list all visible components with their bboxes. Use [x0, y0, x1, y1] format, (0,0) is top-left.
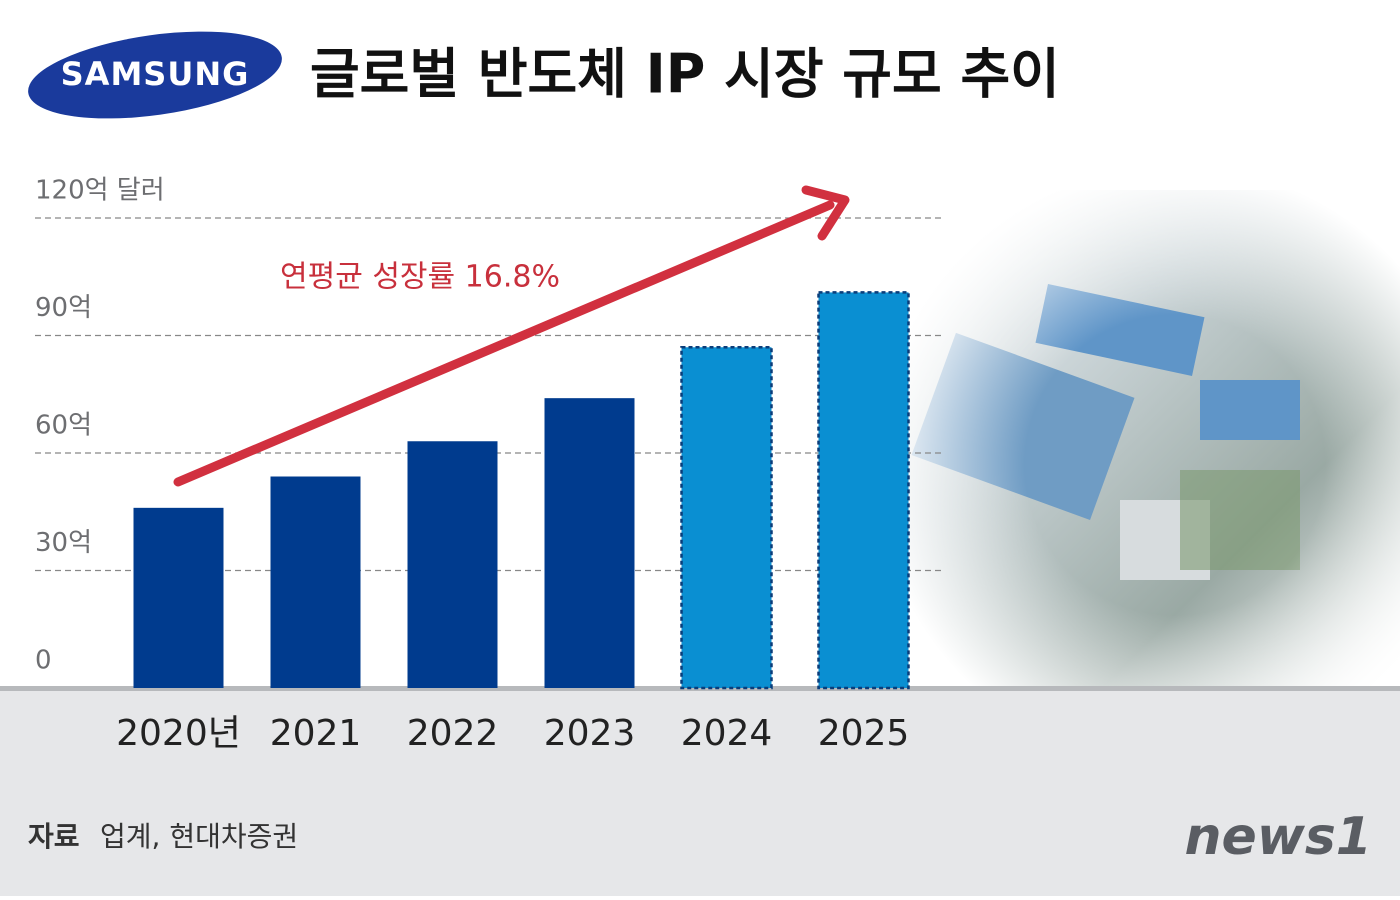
- bar: [407, 441, 498, 688]
- brand-logo: news1: [1185, 807, 1372, 867]
- source: 업계, 현대차증권: [100, 820, 298, 853]
- bar: [270, 476, 361, 688]
- x-tick-label: 2021: [270, 713, 362, 754]
- x-tick-label: 2025: [818, 713, 910, 754]
- annotation: 연평균 성장률 16.8%: [280, 260, 560, 295]
- samsung-logo: SAMSUNG: [28, 31, 282, 119]
- chart-title: 글로벌 반도체 IP 시장 규모 추이: [310, 43, 1060, 106]
- bar: [680, 346, 773, 690]
- logo-text: SAMSUNG: [61, 55, 250, 93]
- source-label: 자료: [28, 820, 80, 853]
- background-photo: [900, 190, 1400, 690]
- y-tick-label: 0: [35, 646, 52, 676]
- bar: [133, 507, 224, 688]
- y-tick-label: 60억: [35, 411, 92, 441]
- y-tick-label: 90억: [35, 293, 92, 323]
- x-tick-label: 2023: [544, 713, 636, 754]
- x-tick-label: 2020년: [116, 713, 241, 754]
- x-tick-label: 2024: [681, 713, 773, 754]
- baseline: [0, 686, 1400, 691]
- footer-band: [0, 690, 1400, 896]
- bar: [544, 398, 635, 688]
- y-tick-label: 120억 달러: [35, 176, 165, 206]
- x-tick-label: 2022: [407, 713, 499, 754]
- growth-arrow: [173, 185, 850, 487]
- plot: 0 30억 60억 90억 120억 달러 2020년 2021 2022 2023 2024 20…: [35, 176, 945, 754]
- y-tick-label: 30억: [35, 528, 92, 558]
- bar: [817, 291, 910, 690]
